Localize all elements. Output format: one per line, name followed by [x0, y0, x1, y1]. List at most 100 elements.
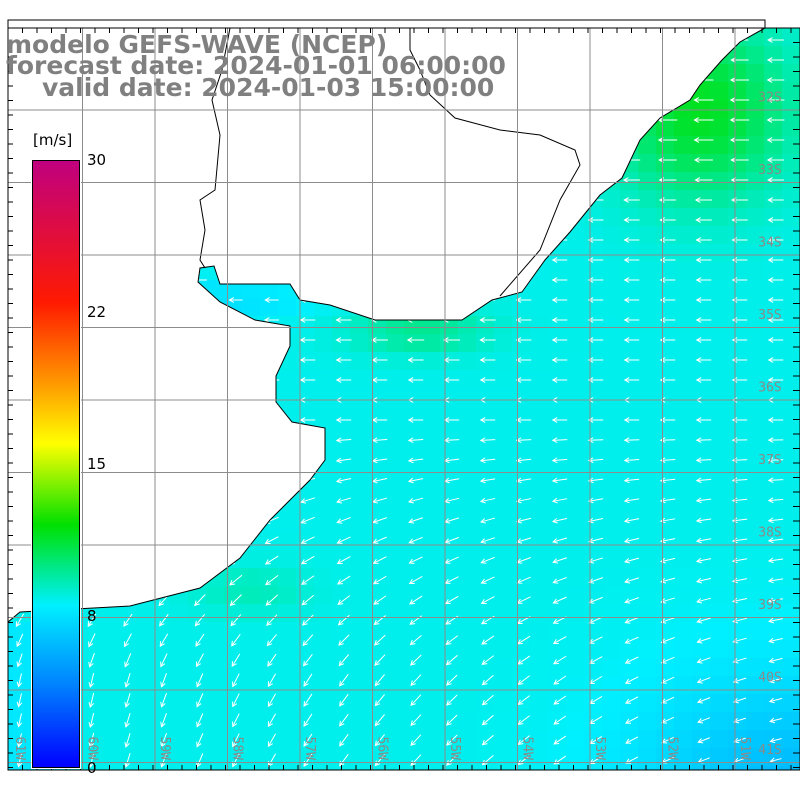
wind-arrow [623, 337, 640, 343]
field-cell [566, 766, 585, 770]
field-cell [8, 712, 27, 731]
field-cell [278, 622, 297, 641]
wind-arrow [695, 497, 712, 504]
field-cell [710, 172, 729, 191]
field-cell [638, 730, 657, 749]
wind-arrow [623, 297, 640, 303]
field-cell [404, 460, 423, 479]
field-cell [764, 190, 783, 209]
wind-arrow [588, 577, 603, 584]
field-cell [638, 370, 657, 389]
field-cell [746, 748, 765, 767]
wind-arrow [587, 377, 604, 383]
wind-arrow [16, 653, 23, 668]
wind-arrow [196, 713, 204, 728]
field-cell [170, 622, 189, 641]
field-cell [494, 694, 513, 713]
field-cell [782, 568, 800, 587]
field-cell [242, 658, 261, 677]
wind-arrow [695, 417, 712, 423]
field-cell [728, 640, 747, 659]
land-mask [7, 19, 766, 624]
field-cell [494, 730, 513, 749]
field-cell [782, 316, 800, 335]
field-cell [512, 388, 531, 407]
field-cell [656, 136, 675, 155]
wind-arrow [481, 655, 495, 666]
field-cell [782, 442, 800, 461]
field-cell [710, 280, 729, 299]
longitude-label: 55W [447, 737, 462, 761]
field-cell [782, 100, 800, 119]
wind-arrow [481, 714, 494, 726]
field-cell [476, 388, 495, 407]
wind-arrow [768, 657, 783, 664]
field-cell [764, 694, 783, 713]
field-cell [656, 478, 675, 497]
field-cell [224, 604, 243, 623]
field-cell [368, 370, 387, 389]
field-cell [494, 334, 513, 353]
field-cell [224, 694, 243, 713]
longitude-label: 54W [520, 737, 535, 761]
wind-arrow [623, 357, 640, 363]
wind-arrow [767, 337, 784, 343]
field-cell [476, 766, 495, 770]
field-cell [548, 370, 567, 389]
field-cell [764, 208, 783, 227]
field-cell [476, 334, 495, 353]
field-cell [728, 406, 747, 425]
field-cell [728, 424, 747, 443]
wind-arrow [769, 717, 782, 724]
field-cell [710, 208, 729, 227]
field-cell [260, 550, 279, 569]
field-cell [260, 694, 279, 713]
field-cell [530, 712, 549, 731]
field-cell [710, 478, 729, 497]
field-cell [638, 478, 657, 497]
wind-arrow [769, 737, 782, 744]
field-cell [710, 748, 729, 767]
wind-arrow [194, 594, 206, 607]
field-cell [674, 658, 693, 677]
field-cell [278, 712, 297, 731]
wind-arrow [515, 497, 532, 504]
field-cell [188, 712, 207, 731]
wind-arrow [299, 377, 316, 383]
field-cell [566, 460, 585, 479]
field-cell [692, 532, 711, 551]
latitude-label: 35S [758, 308, 781, 323]
colorbar-unit: [m/s] [33, 131, 73, 149]
field-cell [296, 550, 315, 569]
field-cell [638, 190, 657, 209]
wind-arrow [480, 537, 496, 544]
field-cell [458, 478, 477, 497]
wind-arrow [410, 714, 422, 727]
field-cell [602, 514, 621, 533]
field-cell [566, 496, 585, 515]
wind-arrow [16, 673, 23, 688]
field-cell [404, 712, 423, 731]
field-cell [746, 640, 765, 659]
field-cell [602, 298, 621, 317]
wind-arrow [479, 417, 496, 423]
field-cell [602, 478, 621, 497]
wind-arrow [515, 337, 532, 343]
field-cell [656, 658, 675, 677]
field-cell [548, 730, 567, 749]
field-cell [422, 658, 441, 677]
field-cell [656, 262, 675, 281]
field-cell [674, 334, 693, 353]
field-cell [314, 748, 333, 767]
wind-arrow [124, 752, 131, 768]
field-cell [782, 532, 800, 551]
latitude-label: 32S [758, 91, 781, 106]
wind-arrow [481, 635, 495, 645]
field-cell [548, 712, 567, 731]
wind-arrow [693, 97, 714, 103]
field-cell [530, 694, 549, 713]
wind-arrow [407, 357, 424, 363]
wind-arrow [232, 713, 240, 728]
field-cell [368, 766, 387, 770]
wind-arrow [625, 736, 639, 744]
